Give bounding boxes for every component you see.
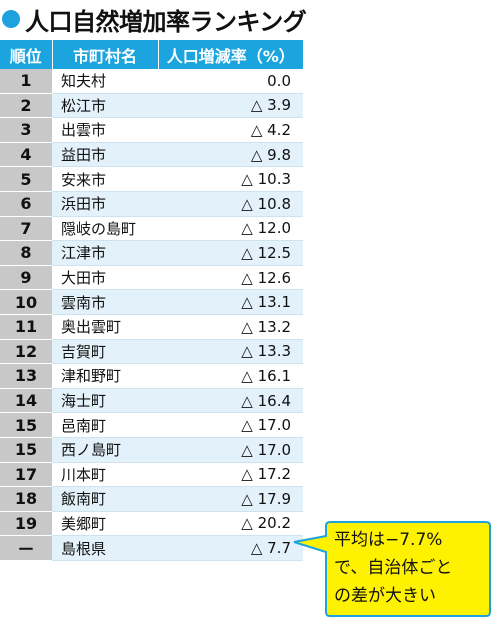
change-rate-cell: △ 13.3: [158, 339, 303, 365]
table-row: 11 奥出雲町 △ 13.2: [0, 314, 303, 340]
municipality-cell: 益田市: [52, 142, 158, 168]
table-row: 14 海士町 △ 16.4: [0, 388, 303, 414]
rank-cell: 15: [0, 437, 52, 463]
table-row: ー島根県 △ 7.7: [0, 535, 303, 562]
table-row: 3 出雲市 △ 4.2: [0, 117, 303, 143]
municipality-cell: 安来市: [52, 166, 158, 192]
callout-line: の差が大きい: [334, 586, 436, 606]
change-rate-cell: △ 4.2: [158, 117, 303, 143]
table-row: 6 浜田市 △ 10.8: [0, 191, 303, 217]
table-row: 4 益田市 △ 9.8: [0, 142, 303, 168]
change-rate-cell: 0.0: [158, 69, 303, 94]
rank-cell: ー: [0, 535, 52, 562]
municipality-cell: 奥出雲町: [52, 314, 158, 340]
change-rate-cell: △ 20.2: [158, 511, 303, 537]
average-callout: 平均は−7.7% で、自治体ごと の差が大きい: [293, 520, 491, 617]
change-rate-cell: △ 17.9: [158, 486, 303, 512]
change-rate-cell: △ 9.8: [158, 142, 303, 168]
rank-cell: 15: [0, 412, 52, 438]
municipality-cell: 知夫村: [52, 69, 158, 94]
header-change-rate: 人口増減率（%）: [158, 40, 303, 69]
municipality-cell: 松江市: [52, 93, 158, 119]
callout-line: 平均は−7.7%: [334, 530, 443, 550]
rank-cell: 6: [0, 191, 52, 217]
change-rate-cell: △ 3.9: [158, 93, 303, 119]
municipality-cell: 隠岐の島町: [52, 216, 158, 242]
table-row: 5 安来市 △ 10.3: [0, 166, 303, 192]
municipality-cell: 川本町: [52, 462, 158, 488]
municipality-cell: 津和野町: [52, 363, 158, 389]
table-header-row: 順位 市町村名 人口増減率（%）: [0, 40, 303, 69]
table-row: 19 美郷町 △ 20.2: [0, 511, 303, 537]
rank-cell: 4: [0, 142, 52, 168]
page-title: 人口自然増加率ランキング: [25, 7, 307, 36]
table-row: 8 江津市 △ 12.5: [0, 240, 303, 266]
municipality-cell: 雲南市: [52, 289, 158, 315]
municipality-cell: 浜田市: [52, 191, 158, 217]
rank-cell: 14: [0, 388, 52, 414]
municipality-cell: 出雲市: [52, 117, 158, 143]
municipality-cell: 美郷町: [52, 511, 158, 537]
rank-cell: 7: [0, 216, 52, 242]
municipality-cell: 西ノ島町: [52, 437, 158, 463]
header-municipality: 市町村名: [52, 40, 159, 69]
rank-cell: 19: [0, 511, 52, 537]
change-rate-cell: △ 10.8: [158, 191, 303, 217]
municipality-cell: 海士町: [52, 388, 158, 414]
rank-cell: 10: [0, 289, 52, 315]
table-row: 1 知夫村 0.0: [0, 69, 303, 94]
change-rate-cell: △ 12.0: [158, 216, 303, 242]
change-rate-cell: △ 13.1: [158, 289, 303, 315]
rank-cell: 8: [0, 240, 52, 266]
rank-cell: 12: [0, 339, 52, 365]
municipality-cell: 大田市: [52, 265, 158, 291]
title-bullet-icon: [2, 10, 20, 28]
rank-cell: 17: [0, 462, 52, 488]
table-row: 15 西ノ島町 △ 17.0: [0, 437, 303, 463]
change-rate-cell: △ 16.4: [158, 388, 303, 414]
table-row: 9 大田市 △ 12.6: [0, 265, 303, 291]
table-body: 1 知夫村 0.0 2 松江市 △ 3.9 3 出雲市 △ 4.2 4 益田市 △ 9.8 5 安来市 △ …: [0, 69, 303, 562]
rank-cell: 5: [0, 166, 52, 192]
change-rate-cell: △ 12.5: [158, 240, 303, 266]
callout-text: 平均は−7.7% で、自治体ごと の差が大きい: [334, 526, 486, 610]
table-row: 12 吉賀町 △ 13.3: [0, 339, 303, 365]
municipality-cell: 飯南町: [52, 486, 158, 512]
rank-cell: 2: [0, 93, 52, 119]
rank-cell: 3: [0, 117, 52, 143]
rank-cell: 13: [0, 363, 52, 389]
change-rate-cell: △ 13.2: [158, 314, 303, 340]
change-rate-cell: △ 17.0: [158, 437, 303, 463]
rank-cell: 9: [0, 265, 52, 291]
table-row: 15 邑南町 △ 17.0: [0, 412, 303, 438]
rank-cell: 18: [0, 486, 52, 512]
table-row: 10 雲南市 △ 13.1: [0, 289, 303, 315]
change-rate-cell: △ 10.3: [158, 166, 303, 192]
rank-cell: 1: [0, 69, 52, 94]
change-rate-cell: △ 7.7: [158, 535, 303, 562]
ranking-table: 順位 市町村名 人口増減率（%） 1 知夫村 0.0 2 松江市 △ 3.9 3 出雲市 △ 4…: [0, 40, 303, 562]
municipality-cell: 島根県: [52, 535, 158, 562]
rank-cell: 11: [0, 314, 52, 340]
change-rate-cell: △ 12.6: [158, 265, 303, 291]
change-rate-cell: △ 17.0: [158, 412, 303, 438]
change-rate-cell: △ 17.2: [158, 462, 303, 488]
table-row: 2 松江市 △ 3.9: [0, 93, 303, 119]
header-rank: 順位: [0, 40, 53, 69]
change-rate-cell: △ 16.1: [158, 363, 303, 389]
table-row: 18 飯南町 △ 17.9: [0, 486, 303, 512]
table-row: 13 津和野町 △ 16.1: [0, 363, 303, 389]
table-row: 17 川本町 △ 17.2: [0, 462, 303, 488]
municipality-cell: 江津市: [52, 240, 158, 266]
table-row: 7 隠岐の島町 △ 12.0: [0, 216, 303, 242]
municipality-cell: 邑南町: [52, 412, 158, 438]
callout-line: で、自治体ごと: [334, 558, 453, 578]
title-row: 人口自然増加率ランキング: [2, 2, 307, 36]
municipality-cell: 吉賀町: [52, 339, 158, 365]
callout-bubble-shape: [293, 521, 491, 617]
